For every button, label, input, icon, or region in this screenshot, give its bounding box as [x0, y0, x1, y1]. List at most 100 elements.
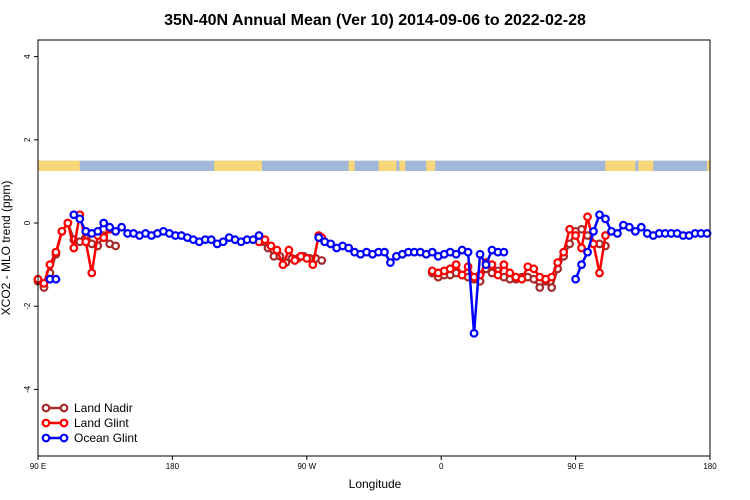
data-point-ocean-glint [613, 229, 622, 238]
data-point-land-glint [601, 231, 610, 240]
y-tick-label: -4 [23, 385, 32, 393]
data-point-land-glint [493, 270, 503, 280]
legend-marker-ocean-glint [59, 433, 69, 443]
data-point-ocean-glint [314, 233, 324, 243]
data-point-ocean-glint [583, 247, 592, 257]
x-tick-label: 180 [703, 462, 717, 471]
data-point-land-glint [445, 264, 455, 274]
y-tick-label: 4 [23, 54, 32, 59]
data-point-land-glint [451, 260, 461, 270]
data-point-land-glint [457, 270, 467, 280]
data-point-land-nadir [111, 241, 121, 251]
data-point-land-glint [284, 245, 294, 255]
data-point-ocean-glint [206, 235, 216, 245]
y-tick-label: 0 [23, 220, 32, 225]
x-axis-label: Longitude [349, 477, 402, 491]
data-point-ocean-glint [75, 214, 85, 224]
data-point-ocean-glint [326, 239, 336, 249]
land-band-segment [399, 160, 406, 172]
data-point-land-glint [595, 268, 604, 278]
data-point-land-glint [302, 253, 312, 263]
data-point-land-glint [559, 247, 569, 257]
data-point-land-glint [517, 274, 527, 284]
data-point-land-glint [57, 226, 67, 236]
data-point-ocean-glint [117, 222, 127, 232]
data-point-ocean-glint [451, 249, 461, 259]
data-point-land-glint [260, 235, 270, 245]
data-point-land-glint [272, 245, 282, 255]
data-point-ocean-glint [499, 247, 509, 257]
land-band-segment [214, 160, 262, 172]
data-point-land-glint [51, 247, 61, 257]
data-point-land-glint [505, 268, 515, 278]
data-point-ocean-glint [111, 226, 121, 236]
data-point-ocean-glint [93, 226, 103, 236]
data-point-land-nadir [317, 256, 327, 265]
land-band-segment [378, 160, 397, 172]
data-point-land-glint [290, 256, 300, 265]
data-point-land-glint [583, 212, 592, 222]
data-point-land-nadir [547, 283, 557, 292]
data-point-ocean-glint [51, 274, 61, 284]
data-point-land-glint [499, 260, 509, 270]
y-tick-label: -2 [23, 302, 32, 310]
legend-marker-land-nadir [41, 403, 51, 413]
data-point-land-glint [308, 260, 318, 270]
data-point-land-glint [571, 231, 580, 240]
land-band-segment [707, 160, 710, 172]
x-tick-label: 90 E [30, 462, 46, 471]
land-band-segment [426, 160, 436, 172]
data-point-ocean-glint [463, 247, 473, 257]
data-point-ocean-glint [99, 218, 109, 228]
data-point-ocean-glint [344, 243, 354, 253]
data-point-ocean-glint [571, 274, 580, 284]
x-tick-label: 90 W [297, 462, 316, 471]
data-point-ocean-glint [577, 260, 586, 270]
data-point-ocean-glint [595, 210, 604, 220]
data-point-land-glint [266, 241, 276, 251]
legend-marker-ocean-glint [41, 433, 51, 443]
land-band-segment [348, 160, 355, 172]
data-point-ocean-glint [601, 214, 610, 224]
ocean-band [38, 160, 710, 172]
data-point-land-nadir [535, 283, 545, 292]
data-point-ocean-glint [630, 226, 640, 236]
data-point-ocean-glint [427, 247, 437, 257]
legend-label-ocean-glint: Ocean Glint [74, 431, 138, 445]
data-point-ocean-glint [386, 258, 395, 267]
data-point-ocean-glint [702, 229, 712, 238]
data-point-land-glint [69, 243, 79, 253]
legend-marker-land-nadir [59, 403, 69, 413]
chart-title: 35N-40N Annual Mean (Ver 10) 2014-09-06 … [164, 12, 586, 29]
x-tick-label: 90 E [567, 462, 583, 471]
plot-area: 90 E 180 90 W 0 90 E 180 -4 -2 0 2 4 [23, 39, 717, 471]
data-point-land-glint [529, 264, 539, 274]
data-point-land-glint [87, 268, 97, 278]
legend-label-land-glint: Land Glint [74, 416, 129, 430]
data-point-land-glint [39, 278, 49, 288]
data-point-land-glint [81, 237, 91, 247]
y-axis-label: XCO2 - MLO trend (ppm) [0, 181, 13, 316]
data-point-land-glint [278, 260, 288, 270]
data-point-ocean-glint [69, 210, 79, 220]
plot-frame [37, 39, 711, 457]
data-point-land-glint [547, 272, 557, 282]
y-tick-label: 2 [23, 137, 32, 142]
data-point-ocean-glint [469, 328, 479, 338]
data-point-land-glint [45, 260, 55, 270]
data-point-land-glint [565, 224, 575, 234]
data-point-ocean-glint [248, 235, 258, 245]
data-point-ocean-glint [624, 222, 634, 232]
data-point-ocean-glint [589, 226, 598, 236]
data-point-ocean-glint [105, 222, 115, 232]
data-point-ocean-glint [254, 231, 264, 240]
data-point-ocean-glint [218, 237, 228, 247]
land-band-segment [38, 160, 80, 172]
data-point-ocean-glint [481, 260, 491, 270]
data-point-ocean-glint [380, 247, 389, 257]
data-point-land-glint [63, 218, 73, 228]
legend-marker-land-glint [41, 418, 51, 428]
data-point-land-glint [553, 258, 563, 267]
land-band-segment [638, 160, 654, 172]
